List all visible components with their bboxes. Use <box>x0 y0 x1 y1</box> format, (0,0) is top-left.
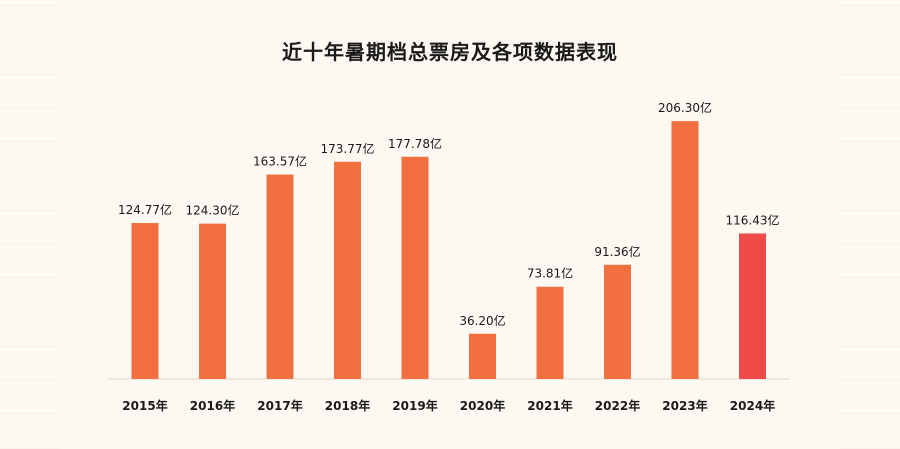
category-label: 2022年 <box>595 398 640 413</box>
category-label: 2018年 <box>325 398 370 413</box>
bar-2015年 <box>131 223 159 379</box>
value-label: 173.77亿 <box>321 141 375 156</box>
category-label: 2019年 <box>392 398 437 413</box>
value-label: 124.30亿 <box>186 203 240 218</box>
category-label: 2023年 <box>662 398 707 413</box>
bar-2023年 <box>671 121 699 379</box>
value-label: 36.20亿 <box>459 313 505 328</box>
bar-2018年 <box>334 161 361 379</box>
bar-2017年 <box>266 174 294 379</box>
category-label: 2015年 <box>122 398 167 413</box>
bar-2022年 <box>604 264 631 379</box>
category-label: 2021年 <box>527 398 572 413</box>
decorative-border-left <box>0 0 60 449</box>
bar-2016年 <box>199 223 226 379</box>
category-label: 2017年 <box>257 398 302 413</box>
value-label: 124.77亿 <box>118 202 172 217</box>
chart-title: 近十年暑期档总票房及各项数据表现 <box>282 40 618 64</box>
value-label: 73.81亿 <box>527 266 573 281</box>
value-label: 163.57亿 <box>253 154 307 169</box>
bar-2024年 <box>739 233 766 379</box>
value-label: 91.36亿 <box>594 244 640 259</box>
bar-2021年 <box>536 286 564 379</box>
decorative-border-right <box>840 0 900 449</box>
category-label: 2016年 <box>190 398 235 413</box>
bar-2019年 <box>401 156 429 379</box>
category-label: 2020年 <box>460 398 505 413</box>
value-label: 116.43亿 <box>726 212 780 227</box>
value-label: 177.78亿 <box>388 136 442 151</box>
category-label: 2024年 <box>730 398 775 413</box>
bar-2020年 <box>469 333 496 379</box>
value-label: 206.30亿 <box>658 100 712 115</box>
